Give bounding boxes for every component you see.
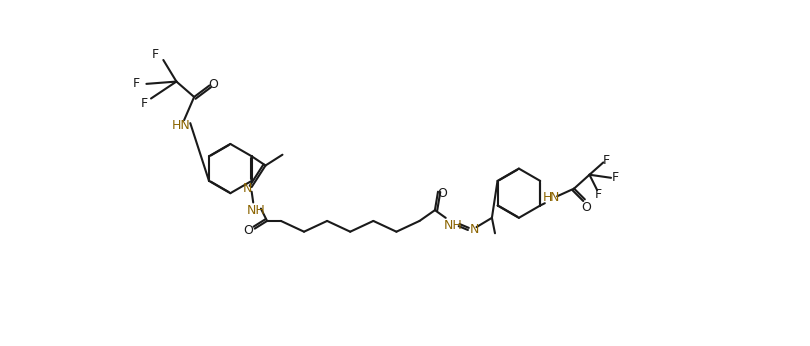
Text: O: O	[437, 187, 447, 200]
Text: F: F	[603, 154, 610, 167]
Text: F: F	[595, 188, 603, 201]
Text: N: N	[549, 191, 559, 204]
Text: H: H	[544, 191, 552, 204]
Text: O: O	[582, 201, 591, 213]
Text: NH: NH	[247, 204, 266, 217]
Text: NH: NH	[443, 219, 462, 232]
Text: N: N	[470, 223, 479, 236]
Text: F: F	[133, 78, 140, 90]
Text: O: O	[208, 78, 219, 91]
Text: O: O	[243, 224, 253, 237]
Text: HN: HN	[172, 119, 190, 132]
Text: F: F	[152, 48, 160, 61]
Text: F: F	[140, 97, 147, 110]
Text: F: F	[612, 171, 619, 184]
Text: N: N	[243, 182, 253, 195]
